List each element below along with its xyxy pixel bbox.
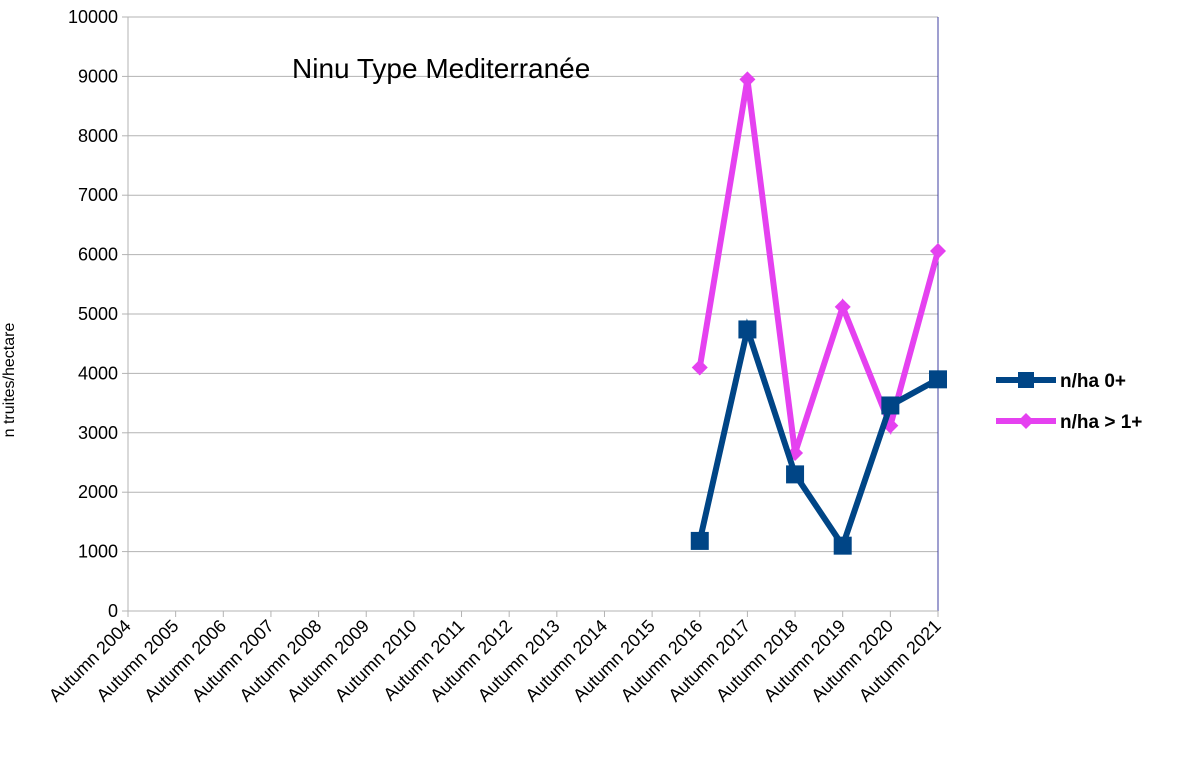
y-tick-label: 4000 bbox=[78, 363, 118, 383]
y-tick-label: 1000 bbox=[78, 542, 118, 562]
legend-entry: n/ha > 1+ bbox=[996, 412, 1142, 433]
data-point bbox=[930, 243, 946, 260]
data-point bbox=[786, 465, 805, 484]
y-tick-labels: 0 1000 2000 3000 4000 5000 6000 7000 8000 9000 100… bbox=[68, 7, 118, 621]
legend-swatch-marker bbox=[1018, 372, 1034, 388]
y-tick-label: 7000 bbox=[78, 185, 118, 205]
data-point bbox=[833, 536, 852, 555]
data-point bbox=[690, 531, 709, 550]
data-point bbox=[738, 320, 757, 339]
series-line bbox=[696, 318, 940, 553]
data-point bbox=[834, 298, 851, 315]
data-point bbox=[739, 71, 756, 88]
y-tick-label: 8000 bbox=[78, 126, 118, 146]
y-tick-label: 9000 bbox=[78, 66, 118, 86]
gridlines bbox=[128, 16, 938, 612]
y-axis-label: n truites/hectare bbox=[1, 323, 18, 438]
legend-label: n/ha > 1+ bbox=[1060, 412, 1142, 433]
series-0 bbox=[690, 318, 947, 555]
data-point bbox=[929, 370, 947, 389]
y-tick-label: 10000 bbox=[68, 7, 118, 27]
legend: n/ha 0+ n/ha > 1+ bbox=[996, 371, 1142, 433]
y-tick-label: 2000 bbox=[78, 482, 118, 502]
series-layer bbox=[690, 71, 947, 555]
chart-title: Ninu Type Mediterranée bbox=[292, 53, 590, 84]
y-tick-label: 3000 bbox=[78, 423, 118, 443]
data-point bbox=[881, 396, 900, 415]
axes bbox=[122, 16, 939, 617]
y-tick-label: 5000 bbox=[78, 304, 118, 324]
y-tick-label: 6000 bbox=[78, 245, 118, 265]
data-point bbox=[691, 359, 708, 376]
legend-entry: n/ha 0+ bbox=[996, 371, 1126, 392]
y-tick-label: 0 bbox=[108, 601, 118, 621]
x-tick-label: Autumn 2004 bbox=[45, 616, 135, 706]
legend-label: n/ha 0+ bbox=[1060, 371, 1126, 392]
legend-swatch-marker bbox=[1018, 413, 1034, 429]
